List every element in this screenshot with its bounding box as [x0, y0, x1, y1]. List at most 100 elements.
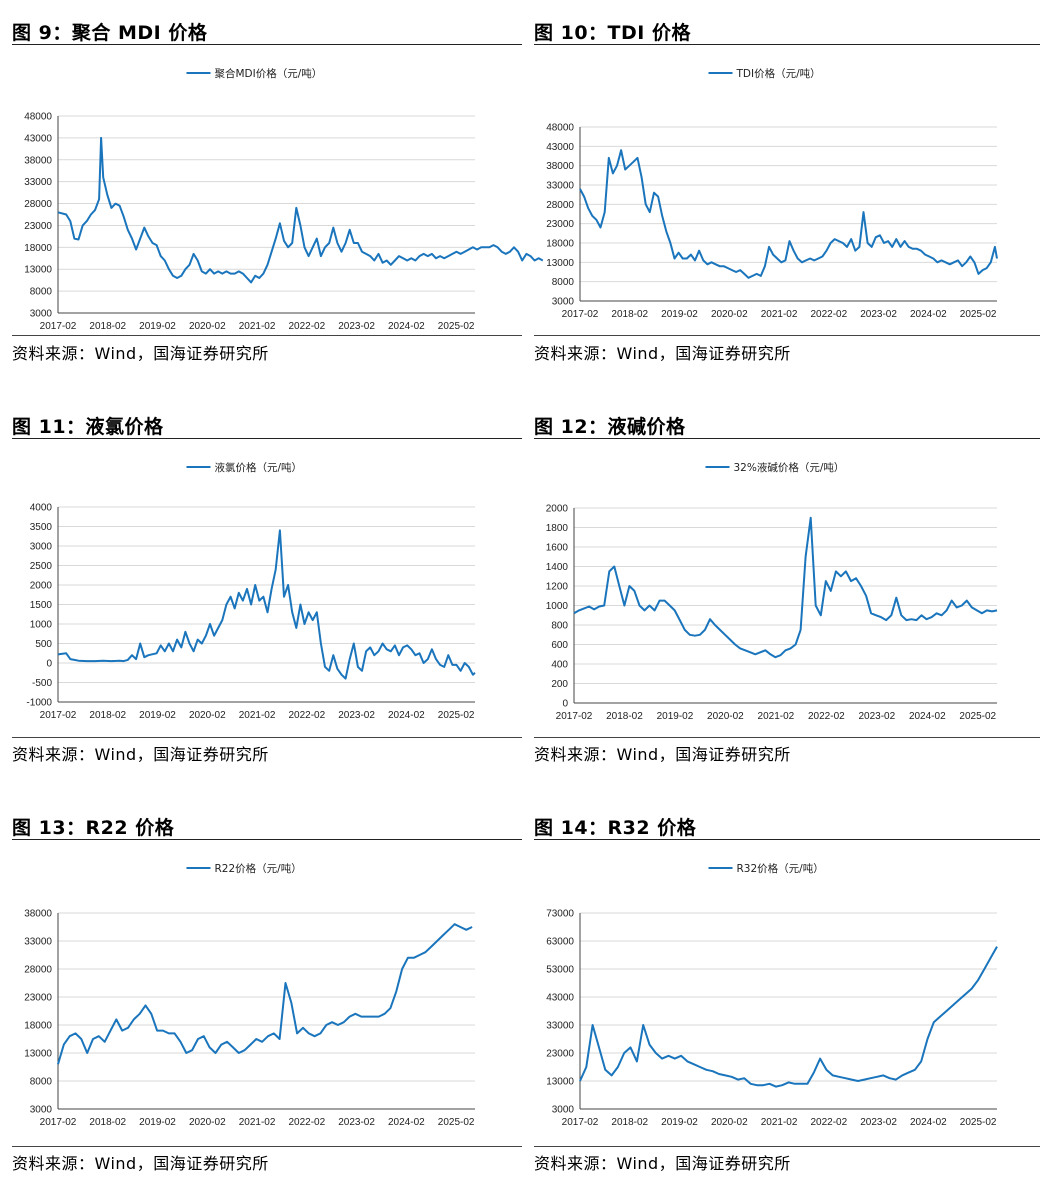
source-note: 资料来源：Wind，国海证券研究所 [534, 344, 791, 363]
series-line [57, 529, 476, 680]
x-tick-label: 2020-02 [711, 1117, 748, 1128]
y-tick-label: 0 [562, 699, 568, 710]
y-tick-label: 33000 [546, 1021, 574, 1032]
x-tick-label: 2022-02 [288, 321, 325, 332]
x-tick-label: 2021-02 [758, 711, 795, 722]
x-tick-label: 2018-02 [606, 711, 643, 722]
chart-svg: 3000 8000 13000 18000 23000 28000 33000 38000 43… [24, 67, 544, 332]
chart-svg: -1000 -500 0 500 1000 1500 2000 2500 3000 3500 400… [26, 461, 476, 721]
title-divider [12, 839, 522, 840]
x-tick-label: 2024-02 [388, 1117, 425, 1128]
y-tick-label: 1600 [546, 543, 569, 554]
y-tick-label: 8000 [30, 1077, 53, 1088]
x-tick-label: 2025-02 [960, 309, 997, 320]
x-tick-label: 2024-02 [388, 321, 425, 332]
x-tick-label: 2025-02 [960, 1117, 997, 1128]
legend-label: R32价格（元/吨） [737, 862, 824, 875]
x-tick-label: 2023-02 [858, 711, 895, 722]
y-tick-label: 43000 [546, 993, 574, 1004]
title-divider [12, 44, 522, 45]
y-tick-label: 33000 [24, 937, 52, 948]
legend-label: 聚合MDI价格（元/吨） [215, 67, 323, 80]
x-tick-label: 2021-02 [761, 1117, 798, 1128]
legend: TDI价格（元/吨） [708, 67, 821, 80]
y-tick-label: -500 [32, 678, 52, 689]
x-tick-label: 2019-02 [657, 711, 694, 722]
source-note: 资料来源：Wind，国海证券研究所 [12, 344, 269, 363]
x-tick-label: 2018-02 [89, 321, 126, 332]
legend-label: 液氯价格（元/吨） [215, 461, 303, 474]
y-tick-label: 13000 [546, 258, 574, 269]
x-tick-label: 2021-02 [239, 1117, 276, 1128]
y-tick-label: 1500 [30, 600, 53, 611]
x-tick-label: 2023-02 [338, 1117, 375, 1128]
y-tick-label: 63000 [546, 937, 574, 948]
x-tick-label: 2021-02 [239, 710, 276, 721]
y-tick-label: 43000 [24, 133, 52, 144]
y-tick-label: 1200 [546, 582, 569, 593]
x-tick-label: 2025-02 [959, 711, 996, 722]
source-note: 资料来源：Wind，国海证券研究所 [534, 745, 791, 764]
y-tick-label: 500 [35, 639, 52, 650]
x-tick-label: 2024-02 [910, 1117, 947, 1128]
x-tick-label: 2020-02 [189, 710, 226, 721]
x-tick-label: 2023-02 [860, 1117, 897, 1128]
source-divider [12, 335, 522, 336]
y-tick-label: 800 [551, 621, 568, 632]
x-tick-label: 2023-02 [338, 710, 375, 721]
source-divider [534, 737, 1040, 738]
chart-title: 图 12：液碱价格 [534, 416, 686, 438]
y-tick-label: 200 [551, 679, 568, 690]
y-tick-label: 1000 [546, 601, 569, 612]
y-tick-label: 13000 [24, 265, 52, 276]
y-tick-label: 8000 [552, 277, 575, 288]
chart-svg: 3000 13000 23000 33000 43000 53000 63000 73000 2… [546, 862, 998, 1128]
x-tick-label: 2019-02 [139, 710, 176, 721]
y-tick-label: 3000 [30, 542, 53, 553]
y-tick-label: 38000 [24, 155, 52, 166]
x-tick-label: 2020-02 [707, 711, 744, 722]
legend: 32%液碱价格（元/吨） [705, 461, 844, 474]
y-tick-label: 28000 [24, 965, 52, 976]
x-tick-label: 2018-02 [89, 1117, 126, 1128]
legend: 液氯价格（元/吨） [186, 461, 303, 474]
chart-title: 图 14：R32 价格 [534, 817, 697, 839]
x-tick-label: 2024-02 [909, 711, 946, 722]
x-tick-label: 2020-02 [711, 309, 748, 320]
y-tick-label: 4000 [30, 503, 53, 514]
x-tick-label: 2022-02 [810, 309, 847, 320]
x-tick-label: 2022-02 [288, 710, 325, 721]
x-tick-label: 2019-02 [139, 1117, 176, 1128]
source-divider [534, 335, 1040, 336]
source-divider [534, 1146, 1040, 1147]
y-tick-label: 23000 [24, 993, 52, 1004]
legend: R22价格（元/吨） [186, 862, 302, 875]
chart-svg: 3000 8000 13000 18000 23000 28000 33000 38000 43… [546, 67, 998, 320]
y-tick-label: 3000 [30, 1105, 53, 1116]
chart-svg: 0 200 400 600 800 1000 1200 1400 1600 1800 2000 201… [546, 461, 998, 722]
x-tick-label: 2022-02 [808, 711, 845, 722]
series-line [579, 149, 998, 279]
y-tick-label: 23000 [546, 1049, 574, 1060]
y-tick-label: 23000 [24, 221, 52, 232]
y-tick-label: 18000 [24, 243, 52, 254]
x-tick-label: 2018-02 [611, 309, 648, 320]
title-divider [534, 44, 1040, 45]
x-tick-label: 2024-02 [388, 710, 425, 721]
y-tick-label: 3000 [30, 309, 53, 320]
source-divider [12, 1146, 522, 1147]
title-divider [534, 839, 1040, 840]
chart-title: 图 10：TDI 价格 [534, 22, 691, 44]
legend-label: R22价格（元/吨） [215, 862, 302, 875]
series-line [57, 136, 544, 284]
chart-title: 图 9：聚合 MDI 价格 [12, 22, 208, 44]
x-tick-label: 2019-02 [661, 309, 698, 320]
chart-title: 图 11：液氯价格 [12, 416, 164, 438]
y-tick-label: 8000 [30, 287, 53, 298]
y-tick-label: -1000 [26, 698, 52, 709]
x-tick-label: 2019-02 [661, 1117, 698, 1128]
x-tick-label: 2024-02 [910, 309, 947, 320]
y-tick-label: 3000 [552, 297, 575, 308]
series-line [579, 946, 998, 1088]
y-tick-label: 1800 [546, 523, 569, 534]
